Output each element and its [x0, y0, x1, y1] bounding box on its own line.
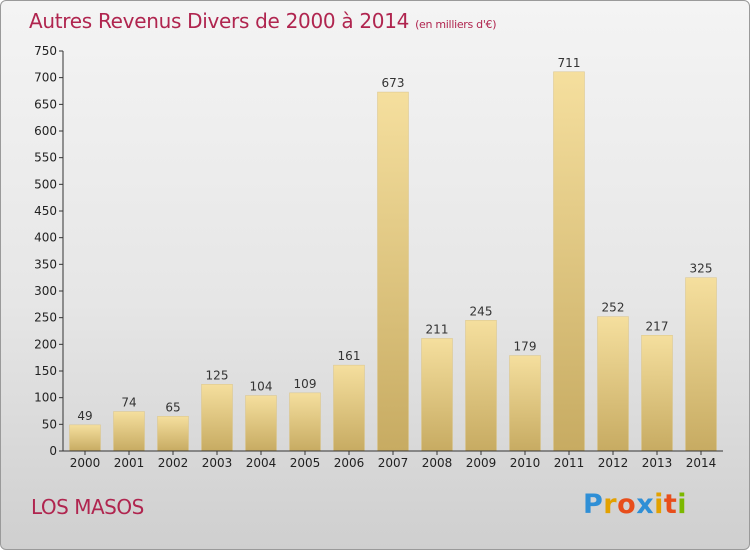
logo-letter: i: [677, 489, 688, 520]
x-tick-label: 2002: [158, 456, 189, 470]
x-tick-label: 2004: [246, 456, 277, 470]
bar: [377, 91, 409, 452]
bar: [201, 384, 233, 452]
bar-value-label: 179: [514, 340, 537, 354]
y-tick-label: 200: [34, 337, 57, 351]
bar-value-label: 109: [294, 377, 317, 391]
x-tick-label: 2008: [422, 456, 453, 470]
chart-title-text: Autres Revenus Divers de 2000 à 2014: [29, 9, 410, 33]
logo-letter: t: [663, 489, 678, 520]
y-tick-label: 400: [34, 231, 57, 245]
x-tick-label: 2003: [202, 456, 233, 470]
y-tick-label: 700: [34, 71, 57, 85]
y-tick-label: 350: [34, 257, 57, 271]
x-tick-label: 2005: [290, 456, 321, 470]
bar: [685, 277, 717, 452]
bar-value-label: 211: [426, 322, 449, 336]
bar-value-label: 252: [602, 301, 625, 315]
bar: [333, 364, 365, 452]
y-tick-label: 450: [34, 204, 57, 218]
y-tick-label: 150: [34, 364, 57, 378]
bar-value-label: 125: [206, 368, 229, 382]
logo-letter: r: [603, 489, 618, 520]
y-tick-label: 300: [34, 284, 57, 298]
bar-value-label: 325: [690, 262, 713, 276]
y-tick-label: 0: [49, 444, 57, 458]
bar-value-label: 65: [165, 400, 180, 414]
y-tick-label: 500: [34, 177, 57, 191]
bar: [641, 335, 673, 452]
proxiti-logo: Proxiti: [583, 489, 687, 520]
logo-letter: x: [636, 489, 655, 520]
x-tick-label: 2006: [334, 456, 365, 470]
x-tick-label: 2009: [466, 456, 497, 470]
bar: [69, 424, 101, 452]
bar: [157, 416, 189, 452]
x-tick-label: 2012: [598, 456, 629, 470]
bar-value-label: 104: [250, 380, 273, 394]
bar: [465, 320, 497, 452]
y-tick-label: 100: [34, 391, 57, 405]
chart-subtitle: (en milliers d'€): [415, 18, 497, 31]
y-tick-label: 50: [42, 417, 57, 431]
x-tick-label: 2014: [686, 456, 717, 470]
x-tick-label: 2007: [378, 456, 409, 470]
x-tick-label: 2011: [554, 456, 585, 470]
x-tick-label: 2013: [642, 456, 673, 470]
x-tick-label: 2001: [114, 456, 145, 470]
bar-value-label: 711: [558, 56, 581, 70]
y-tick-label: 600: [34, 124, 57, 138]
bar-value-label: 217: [646, 319, 669, 333]
y-tick-label: 250: [34, 311, 57, 325]
bar-value-label: 245: [470, 304, 493, 318]
bar-value-label: 49: [77, 409, 92, 423]
bar-value-label: 161: [338, 349, 361, 363]
logo-letter: o: [617, 489, 637, 520]
chart-title: Autres Revenus Divers de 2000 à 2014 (en …: [29, 9, 497, 33]
bar: [245, 395, 277, 452]
bar-value-label: 74: [121, 396, 136, 410]
y-tick-label: 550: [34, 151, 57, 165]
bar: [553, 71, 585, 452]
x-tick-label: 2010: [510, 456, 541, 470]
bar: [597, 316, 629, 452]
bar: [113, 411, 145, 452]
bar: [421, 338, 453, 452]
bar-value-label: 673: [382, 76, 405, 90]
bar: [509, 355, 541, 452]
logo-letter: P: [583, 489, 604, 520]
bar: [289, 392, 321, 452]
y-tick-label: 750: [34, 44, 57, 58]
x-tick-label: 2000: [70, 456, 101, 470]
place-label: LOS MASOS: [31, 495, 144, 519]
y-tick-label: 650: [34, 97, 57, 111]
logo-letter: i: [654, 489, 664, 520]
